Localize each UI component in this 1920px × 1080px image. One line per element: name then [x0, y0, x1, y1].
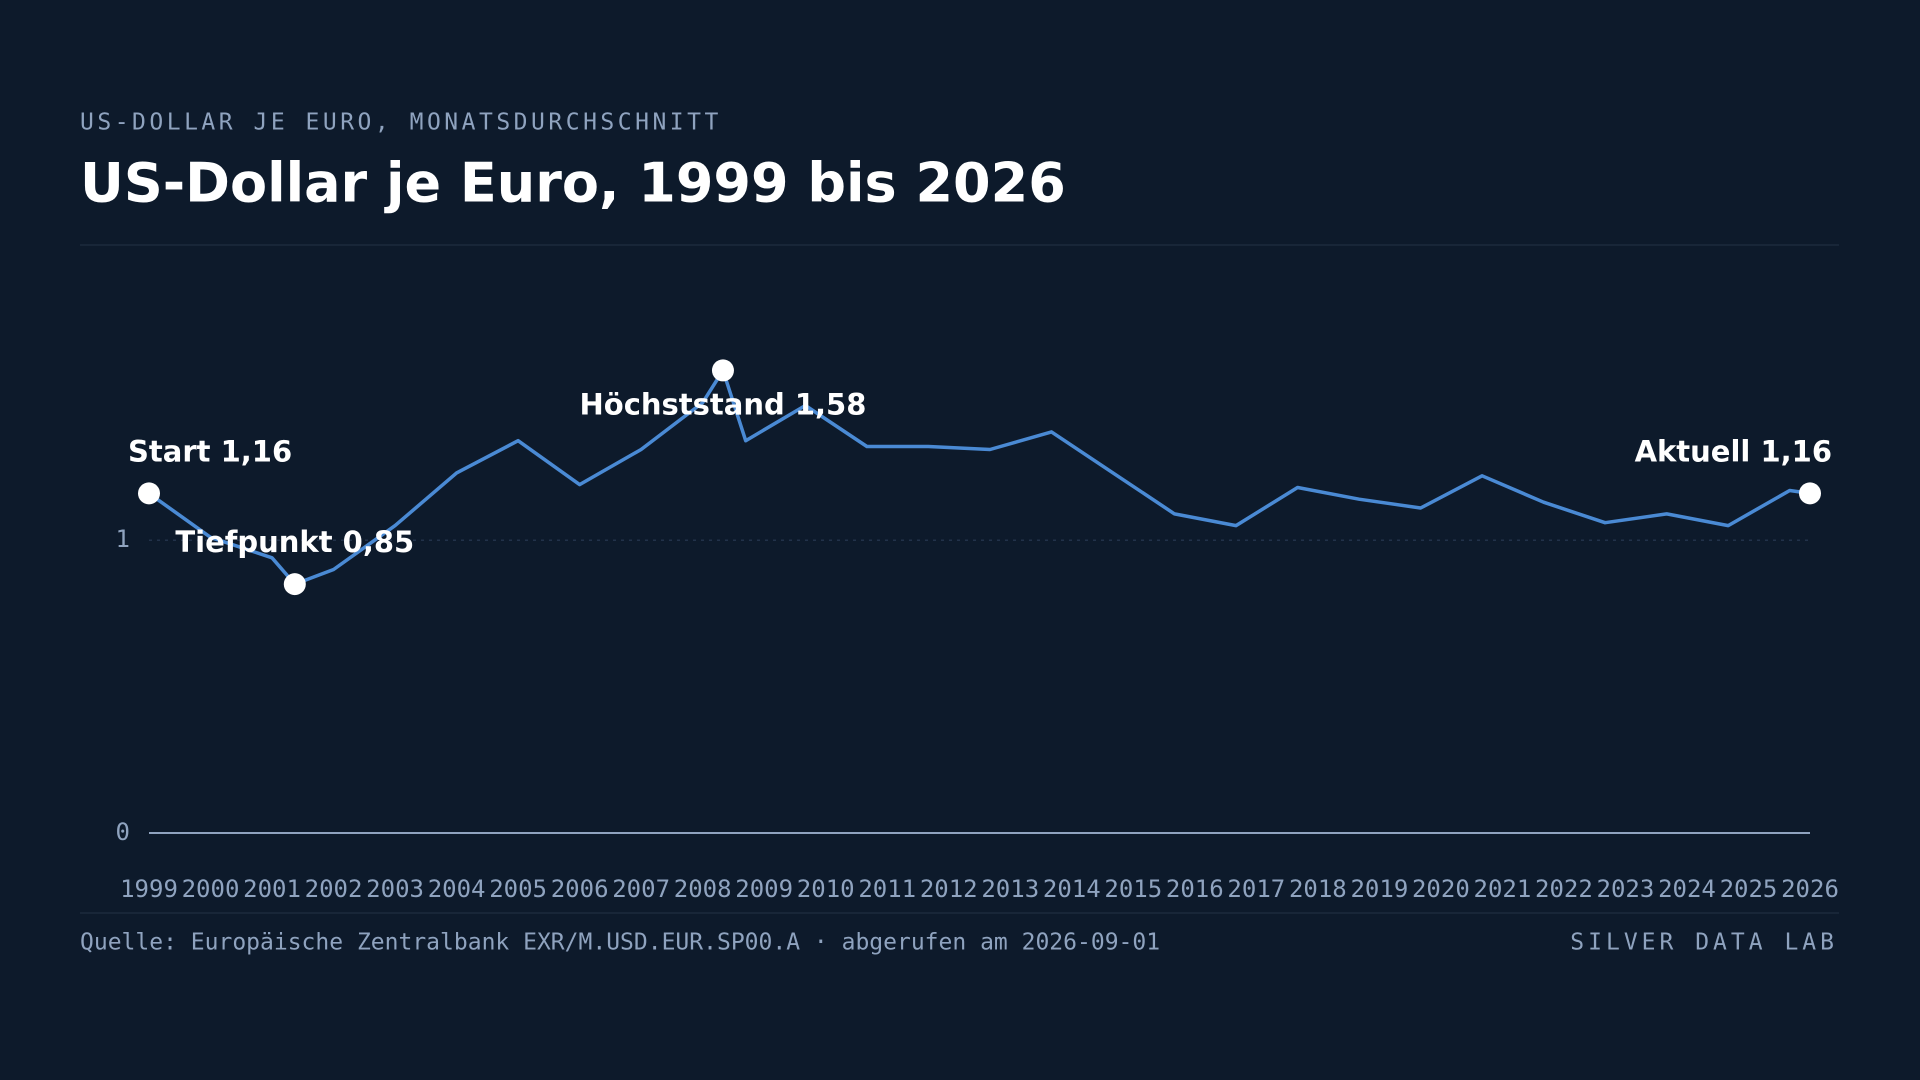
- annotation-marker: [283, 573, 306, 596]
- x-tick-label: 2010: [797, 875, 855, 903]
- x-tick-label: 2020: [1412, 875, 1470, 903]
- x-tick-label: 2026: [1781, 875, 1839, 903]
- x-tick-label: 2003: [366, 875, 424, 903]
- x-tick-label: 2018: [1289, 875, 1347, 903]
- x-tick-label: 2013: [981, 875, 1039, 903]
- x-tick-label: 2021: [1474, 875, 1532, 903]
- x-tick-label: 2019: [1350, 875, 1408, 903]
- x-tick-label: 2004: [428, 875, 486, 903]
- kicker: US-DOLLAR JE EURO, MONATSDURCHSCHNITT: [80, 110, 722, 136]
- annotation-marker: [1799, 482, 1821, 505]
- chart-title: US-Dollar je Euro, 1999 bis 2026: [80, 152, 1066, 215]
- x-tick-label: 2022: [1535, 875, 1593, 903]
- y-tick-label: 0: [116, 818, 130, 846]
- line-series: [147, 368, 1811, 586]
- y-tick-label: 1: [116, 525, 130, 553]
- annotation-label: Tiefpunkt 0,85: [175, 525, 414, 559]
- x-tick-label: 2016: [1166, 875, 1224, 903]
- x-tick-label: 2025: [1720, 875, 1778, 903]
- x-tick-label: 2005: [489, 875, 547, 903]
- annotation-label: Höchststand 1,58: [580, 387, 867, 421]
- annotation-marker: [138, 482, 160, 505]
- x-tick-label: 2007: [612, 875, 670, 903]
- x-tick-label: 2012: [920, 875, 978, 903]
- x-tick-label: 2015: [1104, 875, 1162, 903]
- annotation-label: Aktuell 1,16: [1635, 434, 1832, 468]
- x-tick-label: 2008: [674, 875, 732, 903]
- x-tick-label: 2000: [182, 875, 240, 903]
- x-tick-label: 2023: [1597, 875, 1655, 903]
- x-tick-label: 1999: [120, 875, 178, 903]
- annotation-marker: [711, 359, 734, 382]
- x-tick-label: 2002: [305, 875, 363, 903]
- x-tick-label: 2017: [1227, 875, 1285, 903]
- x-tick-label: 2006: [551, 875, 609, 903]
- x-tick-label: 2014: [1043, 875, 1101, 903]
- source: Quelle: Europäische Zentralbank EXR/M.US…: [80, 930, 1160, 956]
- x-tick-label: 2001: [243, 875, 301, 903]
- x-tick-label: 2011: [858, 875, 916, 903]
- x-tick-label: 2024: [1658, 875, 1716, 903]
- x-tick-label: 2009: [735, 875, 793, 903]
- annotation-label: Start 1,16: [128, 434, 292, 468]
- brand: SILVER DATA LAB: [1570, 930, 1838, 956]
